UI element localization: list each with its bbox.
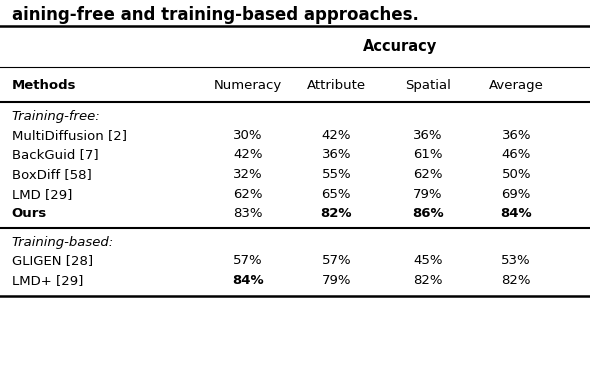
Text: Ours: Ours bbox=[12, 207, 47, 221]
Text: 82%: 82% bbox=[502, 274, 531, 287]
Text: Numeracy: Numeracy bbox=[214, 78, 282, 92]
Text: BoxDiff [58]: BoxDiff [58] bbox=[12, 168, 91, 181]
Text: Training-free:: Training-free: bbox=[12, 110, 100, 123]
Text: 57%: 57% bbox=[322, 254, 351, 268]
Text: 82%: 82% bbox=[320, 207, 352, 221]
Text: 55%: 55% bbox=[322, 168, 351, 181]
Text: 62%: 62% bbox=[413, 168, 442, 181]
Text: 84%: 84% bbox=[232, 274, 264, 287]
Text: 69%: 69% bbox=[502, 188, 531, 201]
Text: 61%: 61% bbox=[413, 148, 442, 161]
Text: BackGuid [7]: BackGuid [7] bbox=[12, 148, 99, 161]
Text: 84%: 84% bbox=[500, 207, 532, 221]
Text: 82%: 82% bbox=[413, 274, 442, 287]
Text: Training-based:: Training-based: bbox=[12, 236, 114, 249]
Text: MultiDiffusion [2]: MultiDiffusion [2] bbox=[12, 128, 127, 142]
Text: 79%: 79% bbox=[413, 188, 442, 201]
Text: GLIGEN [28]: GLIGEN [28] bbox=[12, 254, 93, 268]
Text: 36%: 36% bbox=[502, 128, 531, 142]
Text: aining-free and training-based approaches.: aining-free and training-based approache… bbox=[12, 6, 419, 24]
Text: 53%: 53% bbox=[502, 254, 531, 268]
Text: 79%: 79% bbox=[322, 274, 351, 287]
Text: 83%: 83% bbox=[233, 207, 263, 221]
Text: 57%: 57% bbox=[233, 254, 263, 268]
Text: 65%: 65% bbox=[322, 188, 351, 201]
Text: 42%: 42% bbox=[233, 148, 263, 161]
Text: LMD [29]: LMD [29] bbox=[12, 188, 72, 201]
Text: 45%: 45% bbox=[413, 254, 442, 268]
Text: Accuracy: Accuracy bbox=[363, 39, 437, 54]
Text: 50%: 50% bbox=[502, 168, 531, 181]
Text: LMD+ [29]: LMD+ [29] bbox=[12, 274, 83, 287]
Text: 62%: 62% bbox=[233, 188, 263, 201]
Text: 36%: 36% bbox=[322, 148, 351, 161]
Text: Average: Average bbox=[489, 78, 544, 92]
Text: 42%: 42% bbox=[322, 128, 351, 142]
Text: Spatial: Spatial bbox=[405, 78, 451, 92]
Text: 32%: 32% bbox=[233, 168, 263, 181]
Text: Attribute: Attribute bbox=[307, 78, 366, 92]
Text: 46%: 46% bbox=[502, 148, 531, 161]
Text: 86%: 86% bbox=[412, 207, 444, 221]
Text: 36%: 36% bbox=[413, 128, 442, 142]
Text: Methods: Methods bbox=[12, 78, 76, 92]
Text: 30%: 30% bbox=[233, 128, 263, 142]
